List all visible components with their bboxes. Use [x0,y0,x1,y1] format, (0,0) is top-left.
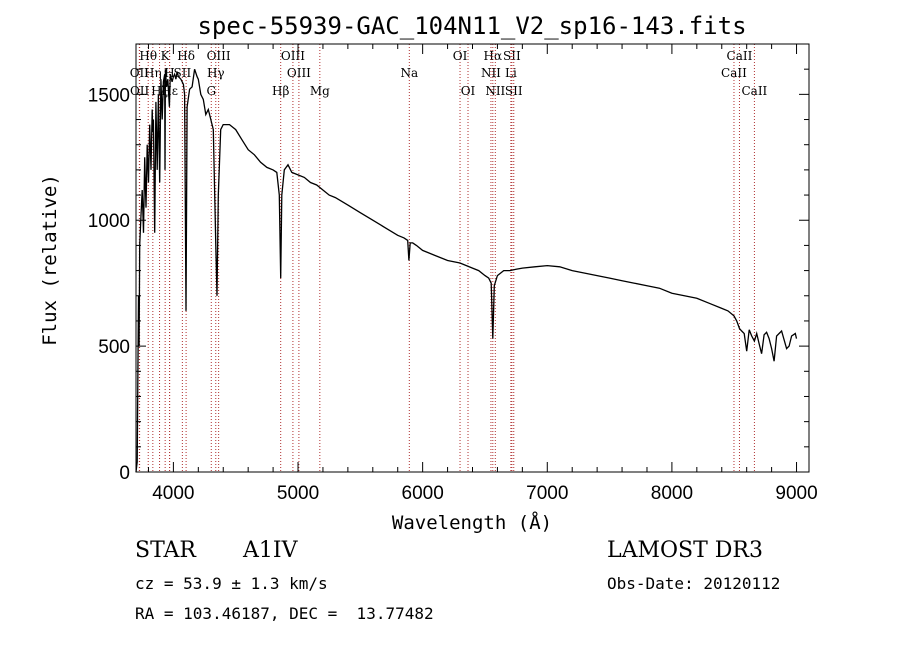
line-label: SII [505,84,523,98]
object-class: STAR [135,538,196,563]
line-label: Li [505,66,517,80]
line-label: OII [130,84,150,98]
x-tick-label: 4000 [152,483,194,504]
x-tick-label: 9000 [775,483,817,504]
line-label: K [161,49,171,63]
line-label: Hη [144,66,162,80]
line-label: OII [130,66,150,80]
line-label: Hα [484,49,503,63]
x-tick-label: 7000 [526,483,568,504]
line-label: CaII [741,84,767,98]
line-label: Na [400,66,418,80]
survey-name: LAMOST DR3 [607,538,763,563]
object-subclass: A1IV [243,538,298,563]
obs-date: Obs-Date: 20120112 [607,574,781,593]
line-label: CaII [727,49,753,63]
x-tick-label: 6000 [402,483,444,504]
x-tick-label: 8000 [651,483,693,504]
y-tick-label: 1500 [88,85,130,106]
line-label: Hγ [207,66,225,80]
coordinates-readout: RA = 103.46187, DEC = 13.77482 [135,604,434,623]
line-label: OI [461,84,476,98]
line-label: NII [485,84,505,98]
line-label: Hδ [177,49,195,63]
y-tick-label: 1000 [88,211,130,232]
line-label: Mg [310,84,330,98]
line-label: G [206,84,216,98]
line-label: H [164,66,174,80]
line-label: CaII [721,66,747,80]
y-tick-label: 500 [98,337,130,358]
line-label: SII [503,49,521,63]
line-label: OIII [287,66,311,80]
line-label: OIII [207,49,231,63]
chart-title: spec-55939-GAC_104N11_V2_sp16-143.fits [197,12,746,40]
x-axis-label: Wavelength (Å) [392,511,552,534]
line-label: Hβ [272,84,289,98]
line-label: OIII [281,49,305,63]
line-label: OI [453,49,468,63]
y-tick-label: 0 [119,463,130,484]
y-axis-label: Flux (relative) [39,174,61,346]
spectrum-line [135,68,798,473]
redshift-readout: cz = 53.9 ± 1.3 km/s [135,574,328,593]
line-label: Hθ [139,49,157,63]
axis-ticks: 4000 5000 6000 7000 8000 9000 0 500 1000 1500 [88,43,818,504]
line-label: NII [481,66,501,80]
x-tick-label: 5000 [277,483,319,504]
plot-frame [135,43,810,473]
